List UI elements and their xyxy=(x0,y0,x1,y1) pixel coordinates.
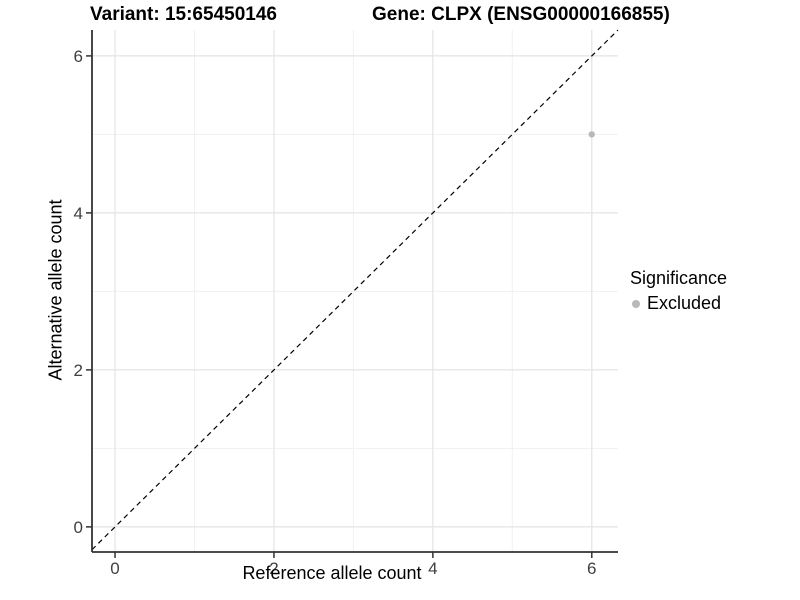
identity-dashed-line xyxy=(91,29,619,551)
excluded-point-icon xyxy=(632,299,640,308)
y-axis-label: Alternative allele count xyxy=(45,199,66,381)
y-tick-label: 2 xyxy=(74,361,83,380)
y-tick-label: 6 xyxy=(74,47,83,66)
variant-title: Variant: 15:65450146 xyxy=(90,4,277,25)
x-tick-label: 2 xyxy=(269,559,278,578)
legend: Significance Excluded xyxy=(630,268,727,314)
y-tick-label: 4 xyxy=(74,204,83,223)
legend-item-excluded: Excluded xyxy=(630,293,727,314)
x-tick-label: 0 xyxy=(110,559,119,578)
x-axis-label: Reference allele count xyxy=(242,563,422,583)
data-point xyxy=(588,131,595,138)
x-tick-label: 4 xyxy=(428,559,437,578)
y-tick-label: 0 xyxy=(74,518,83,537)
legend-title: Significance xyxy=(630,268,728,288)
legend-item-label: Excluded xyxy=(647,293,722,313)
gene-title: Gene: CLPX (ENSG00000166855) xyxy=(372,4,670,25)
x-tick-label: 6 xyxy=(587,559,596,578)
